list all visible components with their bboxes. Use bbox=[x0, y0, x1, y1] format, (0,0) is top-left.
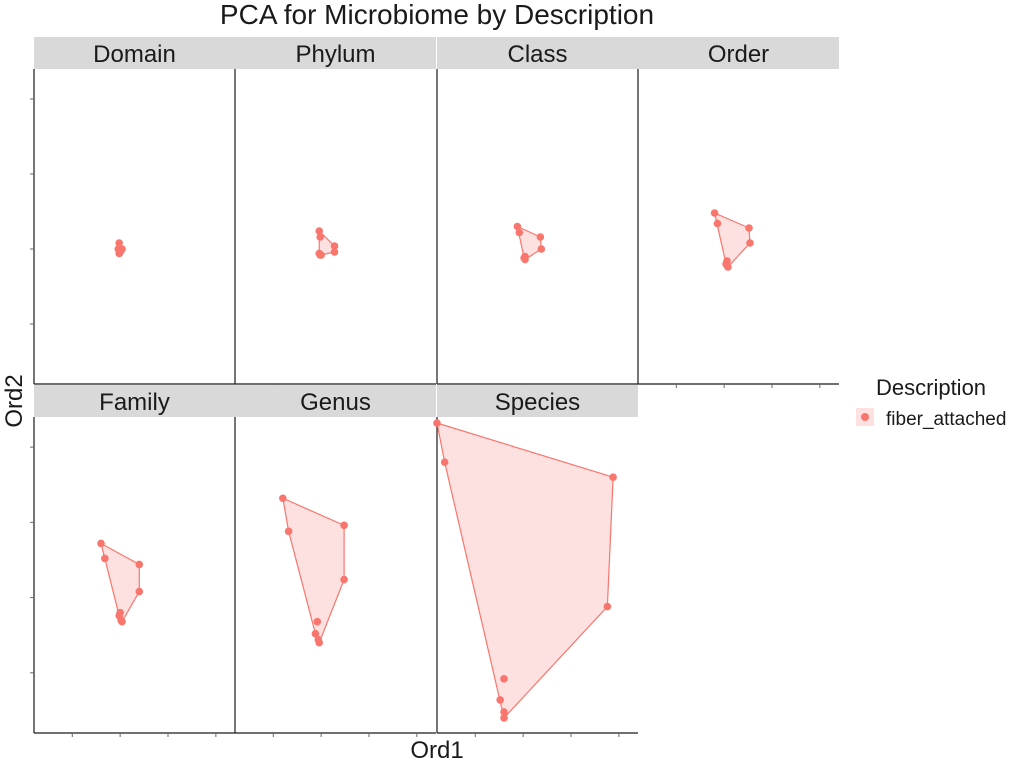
data-point bbox=[97, 539, 105, 548]
facet-strip-label: Family bbox=[99, 389, 170, 416]
data-point bbox=[340, 521, 348, 530]
data-point bbox=[101, 554, 109, 563]
data-point bbox=[433, 419, 441, 427]
legend-key-point bbox=[861, 413, 869, 421]
facet-strip-label: Domain bbox=[93, 41, 176, 68]
data-point bbox=[746, 239, 754, 247]
data-point bbox=[496, 696, 504, 704]
facet-strip bbox=[34, 37, 235, 69]
data-point bbox=[500, 708, 508, 716]
facet-genus: Genus bbox=[234, 385, 436, 737]
data-point bbox=[135, 560, 144, 569]
data-point bbox=[311, 629, 320, 638]
legend-entry-label: fiber_attached bbox=[886, 409, 1006, 430]
facet-strip-label: Order bbox=[708, 41, 769, 68]
facet-panel bbox=[235, 69, 436, 384]
data-point bbox=[710, 209, 719, 217]
facet-strip bbox=[437, 385, 638, 417]
data-point bbox=[315, 227, 324, 235]
data-point bbox=[500, 675, 508, 683]
facet-panel bbox=[34, 69, 235, 384]
data-point bbox=[135, 587, 144, 596]
data-point bbox=[603, 602, 612, 611]
data-point bbox=[279, 494, 287, 503]
facet-strip bbox=[235, 385, 436, 417]
data-point bbox=[515, 228, 524, 237]
data-point bbox=[115, 239, 123, 247]
data-point bbox=[537, 245, 546, 253]
hull-polygon bbox=[436, 422, 614, 720]
data-point bbox=[745, 224, 753, 232]
data-point bbox=[521, 255, 529, 264]
facet-strip bbox=[437, 37, 638, 69]
data-point bbox=[513, 222, 522, 231]
facet-panel bbox=[437, 69, 638, 384]
data-point bbox=[317, 251, 325, 259]
data-point bbox=[316, 233, 324, 241]
data-point bbox=[440, 458, 449, 466]
y-axis-label: Ord2 bbox=[1, 374, 28, 427]
facet-species: Species bbox=[433, 385, 638, 737]
data-point bbox=[713, 219, 722, 228]
facet-domain: Domain bbox=[30, 37, 235, 388]
data-point bbox=[330, 242, 339, 250]
data-point bbox=[313, 617, 322, 626]
facet-panels: Domain Phylum Class Order Family Genus Species bbox=[30, 37, 839, 737]
data-point bbox=[500, 714, 508, 722]
facet-strip-label: Genus bbox=[300, 389, 371, 416]
data-point bbox=[284, 527, 293, 536]
facet-strip bbox=[235, 37, 436, 69]
facet-strip-label: Class bbox=[507, 41, 567, 68]
facet-family: Family bbox=[30, 385, 235, 737]
facet-strip-label: Species bbox=[495, 389, 580, 416]
data-point bbox=[117, 616, 125, 624]
legend-title: Description bbox=[876, 375, 986, 400]
data-point bbox=[315, 638, 324, 647]
facet-strip bbox=[34, 385, 235, 417]
x-axis-label: Ord1 bbox=[410, 737, 463, 764]
facet-strip-label: Phylum bbox=[295, 41, 375, 68]
data-point bbox=[117, 246, 125, 255]
data-point bbox=[330, 248, 339, 256]
facet-phylum: Phylum bbox=[234, 37, 436, 388]
data-point bbox=[536, 233, 545, 241]
chart-title: PCA for Microbiome by Description bbox=[220, 0, 654, 30]
facet-strip bbox=[638, 37, 839, 69]
facet-order: Order bbox=[637, 37, 839, 388]
data-point bbox=[723, 261, 731, 270]
data-point bbox=[609, 473, 617, 481]
facet-class: Class bbox=[436, 37, 638, 388]
data-point bbox=[340, 575, 348, 584]
hull-polygon bbox=[516, 225, 542, 261]
